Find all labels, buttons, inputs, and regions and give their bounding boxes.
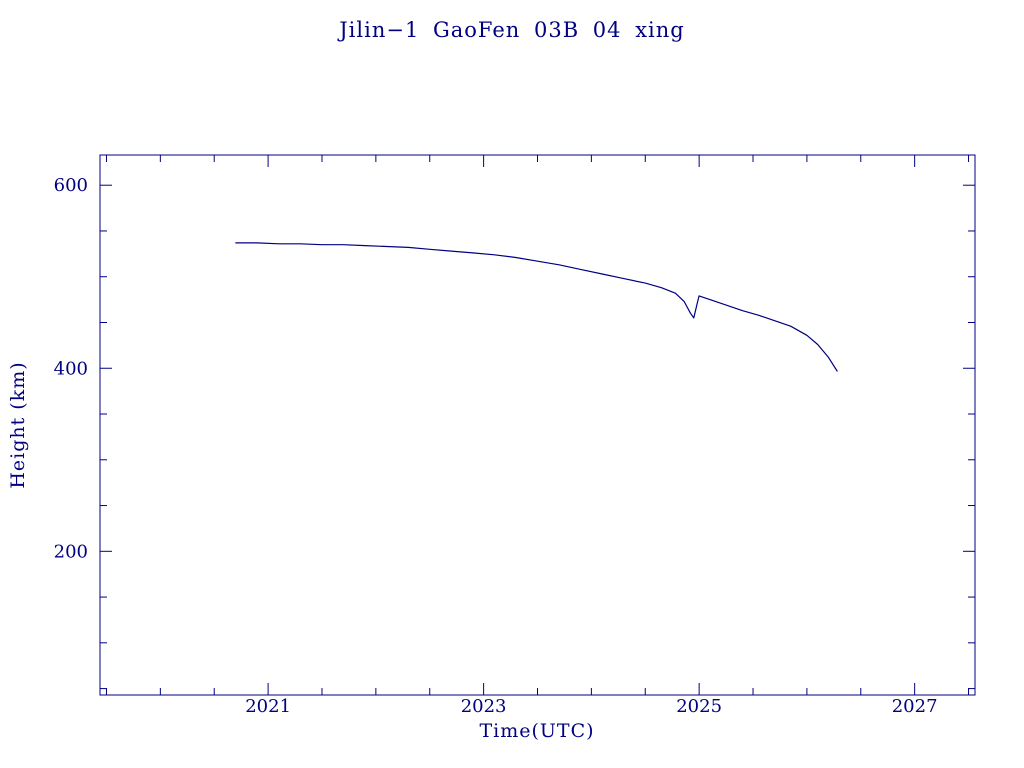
x-tick-label: 2025 — [676, 696, 722, 717]
y-tick-label: 200 — [54, 541, 88, 562]
x-axis-label: Time(UTC) — [479, 720, 595, 742]
y-tick-label: 400 — [54, 358, 88, 379]
y-tick-label: 600 — [54, 175, 88, 196]
chart-title: Jilin−1 GaoFen 03B 04 xing — [339, 18, 685, 42]
x-tick-label: 2023 — [461, 696, 507, 717]
height-data-line — [235, 242, 838, 372]
x-tick-label: 2027 — [892, 696, 938, 717]
plot-border — [99, 154, 976, 696]
x-tick-label: 2021 — [245, 696, 291, 717]
